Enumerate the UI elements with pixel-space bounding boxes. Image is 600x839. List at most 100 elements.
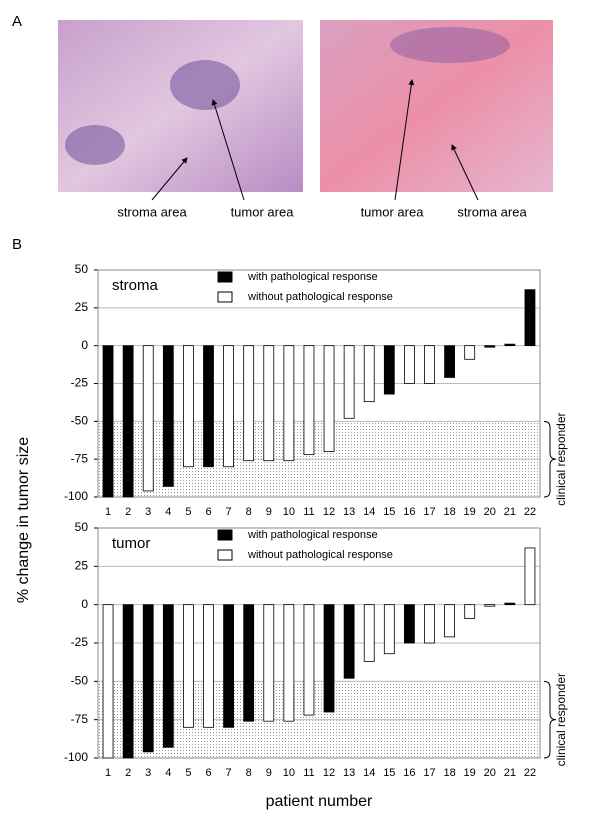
- bar: [102, 345, 114, 498]
- bar: [303, 604, 315, 716]
- legend-label: with pathological response: [247, 271, 378, 283]
- y-tick-label: -50: [71, 674, 89, 688]
- image-label: tumor area: [231, 204, 295, 219]
- bar: [524, 547, 536, 606]
- tumor-nest: [390, 27, 510, 63]
- bar: [183, 604, 194, 728]
- chart-title: tumor: [112, 535, 150, 552]
- bar: [223, 345, 234, 468]
- bar: [524, 289, 536, 347]
- x-tick-label: 13: [343, 506, 355, 518]
- chart-title: stroma: [112, 277, 159, 294]
- tumor-nest: [170, 60, 240, 110]
- panel-label: B: [12, 236, 22, 253]
- bar: [243, 345, 255, 462]
- x-tick-label: 6: [205, 506, 211, 518]
- bar: [183, 345, 194, 468]
- legend-label: with pathological response: [247, 529, 378, 541]
- bar: [383, 604, 395, 655]
- x-tick-label: 20: [484, 506, 496, 518]
- arrow: [394, 79, 415, 201]
- arrow: [211, 99, 245, 201]
- x-tick-label: 1: [105, 506, 111, 518]
- bar: [122, 345, 134, 498]
- x-tick-label: 11: [303, 506, 314, 518]
- x-tick-label: 15: [383, 767, 395, 779]
- bar: [243, 604, 255, 722]
- image-label: stroma area: [117, 204, 187, 219]
- bar: [484, 604, 496, 607]
- legend-swatch: [217, 529, 233, 541]
- y-tick-label: -100: [64, 489, 88, 503]
- x-tick-label: 17: [423, 767, 435, 779]
- bar: [142, 604, 154, 753]
- x-tick-label: 8: [246, 767, 252, 779]
- bar: [283, 345, 295, 462]
- x-tick-label: 13: [343, 767, 355, 779]
- x-tick-label: 8: [246, 506, 252, 518]
- bar: [162, 604, 174, 748]
- x-tick-label: 4: [165, 767, 171, 779]
- y-tick-label: 25: [75, 559, 89, 573]
- x-axis-label: patient number: [266, 793, 373, 810]
- bar: [424, 345, 435, 384]
- bar: [323, 345, 335, 452]
- legend-swatch: [217, 271, 233, 283]
- y-axis-label: % change in tumor size: [15, 437, 32, 603]
- x-tick-label: 14: [363, 767, 375, 779]
- x-tick-label: 14: [363, 506, 375, 518]
- bar: [504, 602, 516, 606]
- x-tick-label: 12: [323, 767, 335, 779]
- image-label: stroma area: [457, 204, 527, 219]
- bar: [444, 345, 455, 378]
- bar: [404, 604, 415, 644]
- bar: [283, 604, 295, 722]
- bar: [343, 345, 355, 419]
- y-tick-label: -75: [71, 451, 89, 465]
- legend-swatch: [217, 549, 233, 561]
- bar: [484, 345, 496, 348]
- legend-swatch: [217, 291, 233, 303]
- y-tick-label: 25: [75, 300, 89, 314]
- bar: [263, 604, 275, 722]
- x-tick-label: 10: [283, 506, 295, 518]
- plot-frame: [97, 269, 541, 498]
- bar: [223, 604, 234, 728]
- x-tick-label: 7: [226, 767, 232, 779]
- bar: [444, 604, 455, 638]
- bar: [363, 345, 375, 403]
- annotation: clinical responder: [554, 673, 568, 766]
- x-tick-label: 17: [423, 506, 435, 518]
- y-tick-label: 0: [81, 597, 88, 611]
- arrow: [151, 157, 188, 201]
- bar: [102, 604, 114, 759]
- bar: [464, 345, 476, 360]
- x-tick-label: 7: [226, 506, 232, 518]
- x-tick-label: 3: [145, 767, 151, 779]
- y-tick-label: 0: [81, 338, 88, 352]
- bar: [464, 604, 476, 619]
- bar: [363, 604, 375, 662]
- x-tick-label: 9: [266, 767, 272, 779]
- bar: [323, 604, 335, 713]
- y-tick-label: 50: [75, 262, 89, 276]
- x-tick-label: 20: [484, 767, 496, 779]
- bar: [142, 345, 154, 492]
- x-tick-label: 22: [524, 506, 536, 518]
- bar: [203, 345, 214, 468]
- bar: [404, 345, 415, 384]
- y-tick-label: -25: [71, 376, 89, 390]
- x-tick-label: 9: [266, 506, 272, 518]
- x-tick-label: 12: [323, 506, 335, 518]
- bar: [263, 345, 275, 462]
- x-tick-label: 21: [504, 506, 516, 518]
- x-tick-label: 19: [464, 767, 476, 779]
- x-tick-label: 15: [383, 506, 395, 518]
- x-tick-label: 2: [125, 506, 131, 518]
- bar: [343, 604, 355, 679]
- y-tick-label: 50: [75, 520, 89, 534]
- brace: [543, 420, 557, 498]
- image-label: tumor area: [361, 204, 425, 219]
- legend-label: without pathological response: [247, 549, 393, 561]
